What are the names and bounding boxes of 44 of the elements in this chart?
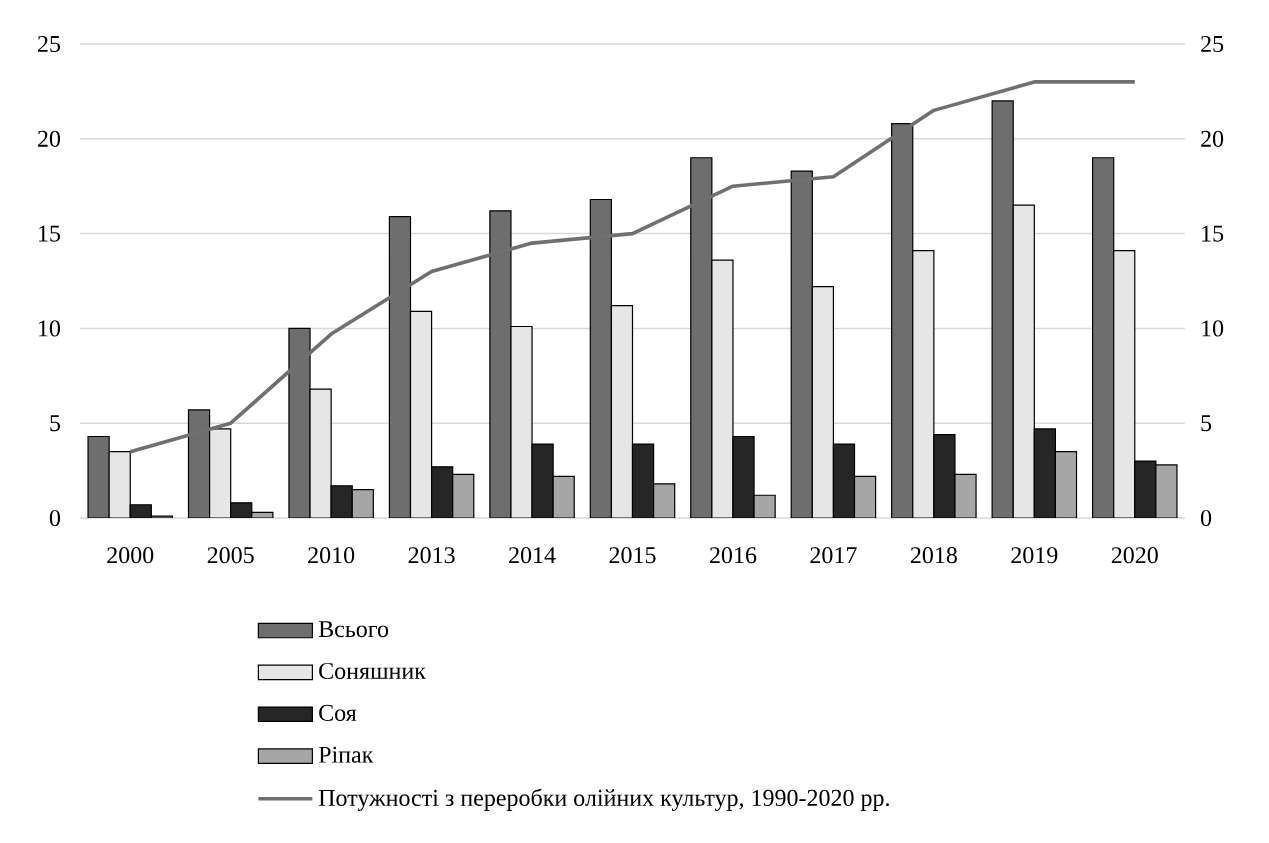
- bar: [209, 428, 231, 518]
- y-tick-label: 25: [38, 35, 61, 53]
- x-tick-label: 2016: [710, 547, 757, 564]
- x-tick-label: 2015: [609, 547, 656, 564]
- bar: [431, 466, 453, 518]
- y-tick-label: 20: [38, 130, 61, 147]
- bar: [1134, 460, 1157, 518]
- legend-label: Соя: [319, 704, 357, 721]
- y-tick-label: 10: [39, 320, 61, 337]
- bar: [992, 100, 1014, 518]
- legend-label: Ріпак: [318, 746, 374, 763]
- x-tick-label: 2014: [509, 547, 556, 564]
- bar: [331, 485, 353, 518]
- x-tick-label: 2018: [910, 547, 957, 564]
- y2-tick-label: 25: [1201, 35, 1224, 53]
- y2-tick-label: 20: [1201, 130, 1224, 147]
- y2-tick-label: 10: [1202, 320, 1224, 337]
- bar: [912, 250, 934, 518]
- x-tick-label: 2010: [308, 547, 355, 564]
- bar: [1013, 205, 1035, 518]
- y2-tick-label: 0: [1200, 509, 1212, 527]
- bar: [410, 311, 432, 518]
- x-tick-label: 2017: [810, 547, 857, 564]
- bar: [611, 305, 633, 518]
- y-tick-label: 5: [50, 415, 61, 432]
- legend-label: Потужності з переробки олійних культур, 1990-2020 рр.: [318, 788, 889, 811]
- y-tick-label: 15: [39, 225, 61, 242]
- y2-tick-label: 5: [1201, 415, 1212, 432]
- bar: [812, 286, 834, 518]
- bar: [1113, 250, 1136, 518]
- bar: [1034, 428, 1056, 518]
- legend-label: Соняшник: [319, 662, 426, 680]
- bar: [632, 444, 654, 518]
- y-tick-label: 0: [49, 509, 61, 527]
- y2-tick-label: 15: [1202, 225, 1224, 242]
- x-tick-label: 2005: [207, 547, 254, 564]
- x-tick-label: 2000: [107, 547, 154, 564]
- x-tick-label: 2013: [408, 547, 455, 564]
- legend-label: Всього: [318, 621, 389, 638]
- x-tick-label: 2020: [1111, 547, 1158, 564]
- bar: [1091, 157, 1115, 518]
- bar: [833, 444, 855, 518]
- bar: [109, 451, 131, 518]
- x-tick-label: 2019: [1011, 547, 1058, 564]
